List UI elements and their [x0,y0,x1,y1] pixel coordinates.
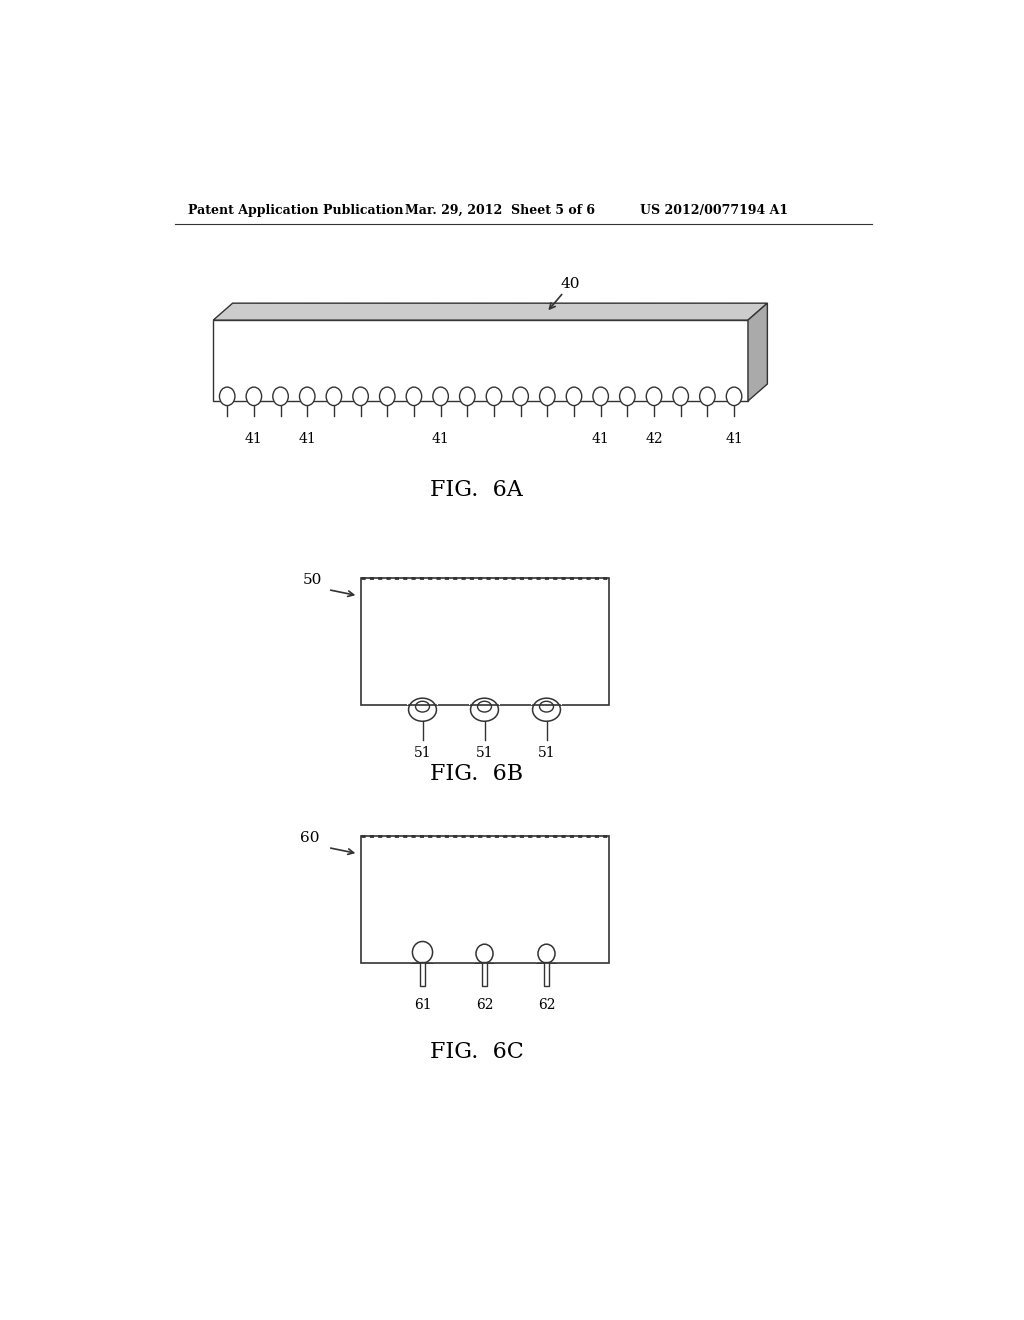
Ellipse shape [246,387,261,405]
Ellipse shape [477,701,492,711]
Text: 41: 41 [725,433,743,446]
Text: 60: 60 [300,832,319,845]
Ellipse shape [407,387,422,405]
Ellipse shape [646,387,662,405]
Ellipse shape [513,387,528,405]
Polygon shape [407,693,438,705]
Polygon shape [213,304,767,321]
Polygon shape [360,578,608,705]
Ellipse shape [699,387,715,405]
Polygon shape [531,693,562,705]
Polygon shape [748,304,767,401]
Ellipse shape [532,698,560,721]
Text: Patent Application Publication: Patent Application Publication [188,205,403,218]
Text: FIG.  6B: FIG. 6B [430,763,523,785]
Ellipse shape [476,944,493,964]
Ellipse shape [433,387,449,405]
Polygon shape [360,836,608,964]
Ellipse shape [540,701,554,711]
Text: Mar. 29, 2012  Sheet 5 of 6: Mar. 29, 2012 Sheet 5 of 6 [406,205,595,218]
Ellipse shape [416,701,429,711]
Polygon shape [420,961,425,986]
Polygon shape [469,693,500,705]
Text: FIG.  6A: FIG. 6A [430,479,523,500]
Polygon shape [411,928,434,964]
Ellipse shape [486,387,502,405]
Polygon shape [213,321,748,401]
Text: 51: 51 [414,746,431,760]
Ellipse shape [413,941,432,964]
Ellipse shape [540,387,555,405]
Polygon shape [537,932,557,964]
Ellipse shape [409,698,436,721]
Text: 42: 42 [645,433,663,446]
Ellipse shape [219,387,234,405]
Text: US 2012/0077194 A1: US 2012/0077194 A1 [640,205,787,218]
Ellipse shape [471,698,499,721]
Ellipse shape [566,387,582,405]
Polygon shape [544,962,549,986]
Ellipse shape [593,387,608,405]
Text: 41: 41 [592,433,609,446]
Text: 51: 51 [476,746,494,760]
Polygon shape [474,932,495,964]
Text: 51: 51 [538,746,555,760]
Ellipse shape [620,387,635,405]
Text: 40: 40 [560,277,580,290]
Text: 41: 41 [298,433,316,446]
Ellipse shape [726,387,741,405]
Text: 41: 41 [432,433,450,446]
Ellipse shape [272,387,289,405]
Text: 62: 62 [538,998,555,1012]
Ellipse shape [353,387,369,405]
Text: 61: 61 [414,998,431,1012]
Text: 50: 50 [302,573,322,587]
Ellipse shape [538,944,555,964]
Text: 62: 62 [476,998,494,1012]
Ellipse shape [673,387,688,405]
Ellipse shape [299,387,315,405]
Text: 41: 41 [245,433,263,446]
Ellipse shape [460,387,475,405]
Ellipse shape [380,387,395,405]
Polygon shape [482,962,486,986]
Text: FIG.  6C: FIG. 6C [430,1040,523,1063]
Ellipse shape [327,387,342,405]
